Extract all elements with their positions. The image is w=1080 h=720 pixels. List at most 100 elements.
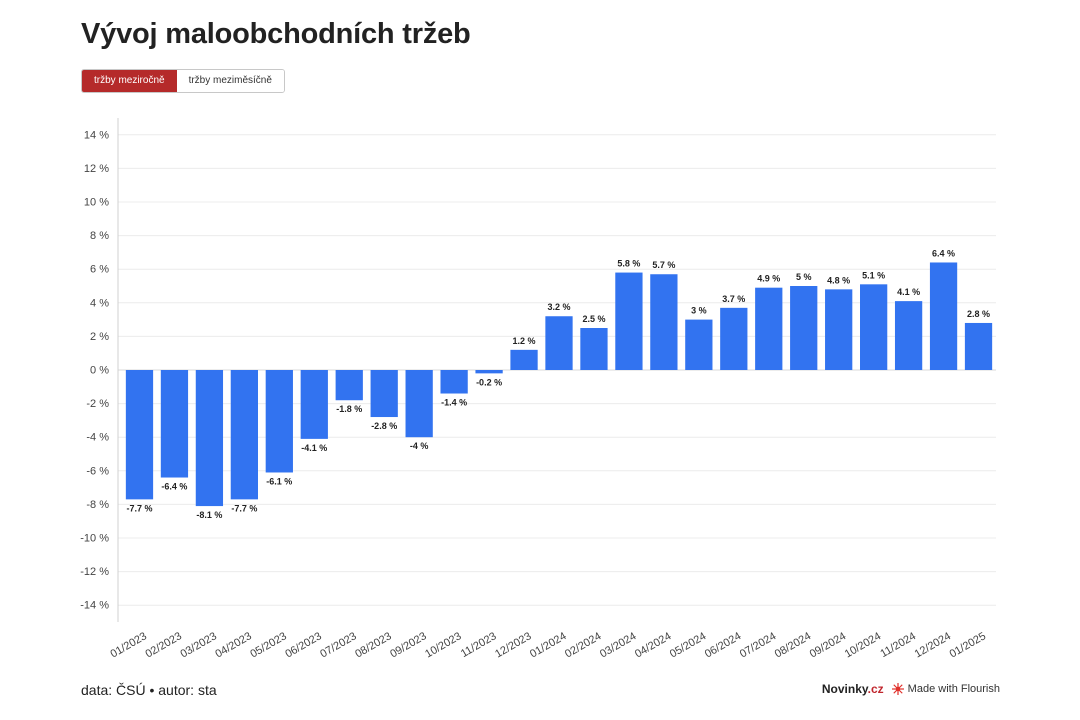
x-tick-label: 09/2024 <box>808 630 848 660</box>
chart-title: Vývoj maloobchodních tržeb <box>81 18 471 50</box>
toggle-yoy-button[interactable]: tržby meziročně <box>82 70 177 92</box>
data-label: -8.1 % <box>196 510 222 520</box>
data-label: -4 % <box>410 441 429 451</box>
data-label: -7.7 % <box>126 503 152 513</box>
y-tick-label: 14 % <box>84 129 109 141</box>
bar <box>615 272 643 370</box>
flourish-link[interactable]: Made with Flourish <box>891 683 1000 695</box>
x-tick-label: 07/2023 <box>318 630 358 660</box>
x-tick-label: 08/2023 <box>353 630 393 660</box>
bar <box>125 370 154 500</box>
bar <box>545 316 573 370</box>
bar <box>860 284 888 370</box>
bar <box>160 370 189 478</box>
bar <box>510 349 538 370</box>
x-tick-label: 03/2023 <box>178 630 218 660</box>
data-label: 2.5 % <box>582 314 605 324</box>
data-label: -2.8 % <box>371 421 397 431</box>
data-label: 5.7 % <box>652 260 675 270</box>
flourish-icon <box>891 683 904 695</box>
x-tick-label: 01/2024 <box>528 630 568 660</box>
data-label: -7.7 % <box>231 503 257 513</box>
data-label: 2.8 % <box>967 309 990 319</box>
y-tick-label: -10 % <box>80 533 109 545</box>
data-label: 3.7 % <box>722 294 745 304</box>
data-label: 5 % <box>796 272 812 282</box>
x-tick-label: 03/2024 <box>598 630 638 660</box>
data-label: 4.1 % <box>897 287 920 297</box>
bar <box>929 262 958 370</box>
x-tick-label: 04/2024 <box>633 630 673 660</box>
novinky-logo[interactable]: Novinky.cz <box>822 682 884 696</box>
y-tick-label: 4 % <box>90 297 109 309</box>
data-label: 6.4 % <box>932 248 955 258</box>
bar <box>300 370 328 439</box>
x-tick-label: 09/2023 <box>388 630 428 660</box>
bar <box>720 307 748 370</box>
x-tick-label: 05/2023 <box>248 630 288 660</box>
bar <box>685 319 713 370</box>
y-tick-label: 10 % <box>84 197 109 209</box>
bar <box>894 301 923 370</box>
x-tick-label: 06/2023 <box>283 630 323 660</box>
bar <box>370 370 398 418</box>
x-tick-label: 08/2024 <box>773 630 813 660</box>
x-tick-label: 05/2024 <box>668 630 708 660</box>
data-label: 4.9 % <box>757 274 780 284</box>
toggle-mom-button[interactable]: tržby meziměsíčně <box>176 70 284 92</box>
footer-branding: Novinky.cz Made with Flourish <box>822 682 1000 696</box>
bar <box>755 287 783 370</box>
bar <box>230 370 258 500</box>
y-tick-label: 2 % <box>90 331 109 343</box>
bar <box>650 274 678 370</box>
y-tick-label: -8 % <box>86 499 109 511</box>
x-tick-label: 10/2024 <box>843 630 883 660</box>
y-tick-label: -14 % <box>80 600 109 612</box>
y-tick-label: -4 % <box>86 432 109 444</box>
x-tick-label: 11/2023 <box>459 630 499 660</box>
data-label: -6.1 % <box>266 476 292 486</box>
bar <box>825 289 853 370</box>
bar <box>265 370 293 473</box>
bar <box>964 322 993 370</box>
y-tick-label: 0 % <box>90 365 109 377</box>
data-label: -4.1 % <box>301 443 327 453</box>
data-label: -6.4 % <box>161 482 187 492</box>
data-label: -0.2 % <box>476 377 502 387</box>
data-label: 3.2 % <box>547 302 570 312</box>
y-tick-label: -2 % <box>86 398 109 410</box>
y-tick-label: 6 % <box>90 264 109 276</box>
x-tick-label: 12/2024 <box>913 630 953 660</box>
x-tick-label: 01/2025 <box>948 630 988 660</box>
y-tick-label: 8 % <box>90 230 109 242</box>
bar <box>790 286 818 370</box>
x-tick-label: 04/2023 <box>213 630 253 660</box>
data-label: 5.8 % <box>617 259 640 269</box>
y-tick-label: -6 % <box>86 465 109 477</box>
bar <box>440 370 468 394</box>
y-tick-label: 12 % <box>84 163 109 175</box>
x-tick-label: 10/2023 <box>423 630 463 660</box>
data-label: -1.4 % <box>441 398 467 408</box>
x-tick-label: 02/2023 <box>144 630 184 660</box>
bar <box>580 328 608 370</box>
y-tick-label: -12 % <box>80 566 109 578</box>
data-label: 5.1 % <box>862 270 885 280</box>
bar <box>335 370 363 401</box>
data-label: 4.8 % <box>827 275 850 285</box>
bar <box>195 370 224 507</box>
brand-name: Novinky <box>821 682 868 696</box>
bar-chart: 14 % 12 % 10 % 8 % 6 % 4 % 2 % 0 % -2 % -4 % -6 % -… <box>80 118 996 660</box>
x-tick-label: 07/2024 <box>738 630 778 660</box>
bar <box>405 370 433 438</box>
made-with-label: Made with Flourish <box>907 683 1000 695</box>
source-credit: data: ČSÚ • autor: sta <box>81 682 217 698</box>
bar <box>475 370 503 374</box>
data-label: 3 % <box>691 306 707 316</box>
data-label: 1.2 % <box>513 336 536 346</box>
x-tick-label: 01/2023 <box>109 630 149 660</box>
x-tick-label: 12/2023 <box>493 630 533 660</box>
x-tick-label: 11/2024 <box>878 630 918 660</box>
x-tick-label: 02/2024 <box>563 630 603 660</box>
data-label: -1.8 % <box>336 404 362 414</box>
